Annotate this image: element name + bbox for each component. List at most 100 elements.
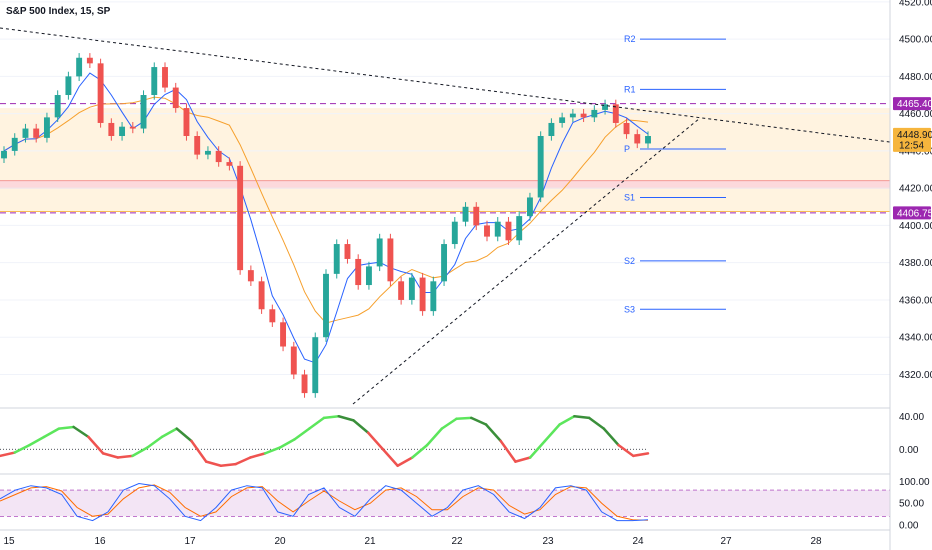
price-pane[interactable]: R2 R1 P S1 S2 S3 S&P 500 Index, 15, SP bbox=[0, 1, 891, 405]
indicator-1-tick-label: 0.00 bbox=[899, 445, 919, 456]
candle-body bbox=[151, 67, 158, 96]
price-tick-label: 4380.00 bbox=[899, 258, 932, 269]
indicator-1-segment bbox=[131, 446, 149, 458]
candle-body bbox=[97, 63, 104, 123]
price-tick-label: 4420.00 bbox=[899, 184, 932, 195]
indicator-1-segment bbox=[514, 456, 532, 463]
candle-body bbox=[451, 221, 458, 245]
candle-body bbox=[172, 87, 179, 109]
indicator-1-segment bbox=[234, 456, 252, 466]
indicator-1-segment bbox=[543, 423, 561, 443]
candle-body bbox=[22, 128, 29, 138]
indicator-2-band bbox=[0, 490, 890, 517]
candle-body bbox=[65, 76, 72, 96]
time-tick-label: 16 bbox=[94, 536, 106, 547]
candle-body bbox=[473, 206, 480, 226]
candle-body bbox=[419, 277, 426, 312]
indicator-1-segment bbox=[425, 427, 444, 447]
indicator-1-segment bbox=[352, 419, 370, 434]
indicator-1-segment bbox=[366, 431, 385, 451]
candle-body bbox=[430, 281, 437, 312]
candle-body bbox=[247, 270, 254, 282]
candle-body bbox=[537, 136, 544, 198]
trendlines bbox=[0, 27, 891, 405]
candle-body bbox=[162, 67, 168, 88]
candle-body bbox=[634, 134, 641, 144]
indicator-1-segment bbox=[175, 427, 193, 443]
indicator-1-segment bbox=[190, 439, 208, 463]
time-tick-label: 20 bbox=[274, 536, 286, 547]
indicator-2-axis: 100.00 50.00 0.00 bbox=[899, 477, 930, 532]
price-tick-label: 4520.00 bbox=[899, 0, 932, 8]
price-tag-label: 4406.75 bbox=[897, 208, 932, 219]
candle-body bbox=[333, 244, 340, 274]
indicator-1-segment bbox=[455, 416, 473, 420]
indicator-1-segment bbox=[146, 435, 164, 449]
candle-body bbox=[43, 117, 50, 138]
candle-body bbox=[484, 225, 490, 237]
time-tick-label: 28 bbox=[810, 536, 822, 547]
indicator-2-pane[interactable] bbox=[0, 482, 890, 522]
indicator-1-segment bbox=[249, 452, 267, 459]
zone-0 bbox=[0, 108, 890, 212]
candle-body bbox=[86, 57, 93, 64]
candle-body bbox=[355, 258, 362, 286]
indicator-1-segment bbox=[632, 452, 650, 458]
price-tick-label: 4500.00 bbox=[899, 35, 932, 46]
candle-body bbox=[408, 277, 415, 300]
indicator-1-pane[interactable] bbox=[0, 415, 650, 467]
indicator-1-segment bbox=[396, 456, 414, 467]
price-axis[interactable]: 4320.00 4340.00 4360.00 4380.00 4400.00 4420.… bbox=[899, 0, 932, 381]
candle-body bbox=[237, 165, 244, 271]
time-tick-label: 21 bbox=[364, 536, 376, 547]
horizontal-levels bbox=[0, 103, 890, 214]
time-tick-label: 15 bbox=[3, 536, 15, 547]
price-tag-bg bbox=[893, 127, 931, 152]
candle-body bbox=[226, 162, 233, 166]
time-tick-label: 23 bbox=[542, 536, 554, 547]
candle-body bbox=[33, 128, 40, 138]
chart-title: S&P 500 Index, 15, SP bbox=[6, 6, 111, 17]
indicator-1-segment bbox=[204, 460, 223, 467]
pivot-label-s1: S1 bbox=[624, 192, 635, 202]
indicator-1-axis: 40.00 0.00 bbox=[899, 412, 924, 456]
price-tick-label: 4360.00 bbox=[899, 295, 932, 306]
time-tick-label: 27 bbox=[720, 536, 732, 547]
indicator-1-segment bbox=[381, 448, 399, 467]
pivot-label-r2: R2 bbox=[624, 34, 636, 44]
indicator-1-segment bbox=[116, 454, 134, 459]
indicator-1-segment bbox=[440, 417, 458, 430]
price-tick-label: 4320.00 bbox=[899, 370, 932, 381]
time-tick-label: 22 bbox=[451, 536, 463, 547]
candle-body bbox=[269, 309, 276, 323]
pivot-label-p: P bbox=[624, 144, 630, 154]
indicator-1-segment bbox=[278, 438, 296, 449]
candle-body bbox=[54, 95, 61, 118]
candle-body bbox=[462, 206, 469, 222]
indicator-1-segment bbox=[42, 427, 61, 439]
price-tag-bg bbox=[893, 206, 931, 220]
candle-body bbox=[494, 221, 501, 237]
indicator-1-segment bbox=[573, 415, 591, 420]
indicator-2-k-line bbox=[0, 482, 649, 522]
indicator-2-tick-label: 0.00 bbox=[899, 521, 919, 532]
indicator-2-tick-label: 50.00 bbox=[899, 499, 924, 510]
price-axis-background bbox=[890, 0, 932, 550]
candle-body bbox=[516, 216, 523, 241]
indicator-2-tick-label: 100.00 bbox=[899, 477, 930, 488]
candle-body bbox=[1, 150, 7, 159]
indicator-1-segment bbox=[0, 451, 16, 458]
indicator-1-segment bbox=[57, 425, 75, 430]
candle-body bbox=[398, 281, 405, 300]
candle-body bbox=[569, 113, 576, 118]
indicator-1-segment bbox=[28, 435, 46, 447]
ascending-trendline bbox=[352, 117, 701, 405]
indicator-1-segment bbox=[87, 435, 105, 455]
candles bbox=[1, 53, 651, 398]
candle-body bbox=[526, 197, 533, 217]
candle-body bbox=[559, 117, 566, 123]
indicator-1-segment bbox=[219, 462, 237, 467]
time-axis[interactable]: 15 16 17 20 21 22 23 24 27 28 bbox=[3, 536, 822, 547]
